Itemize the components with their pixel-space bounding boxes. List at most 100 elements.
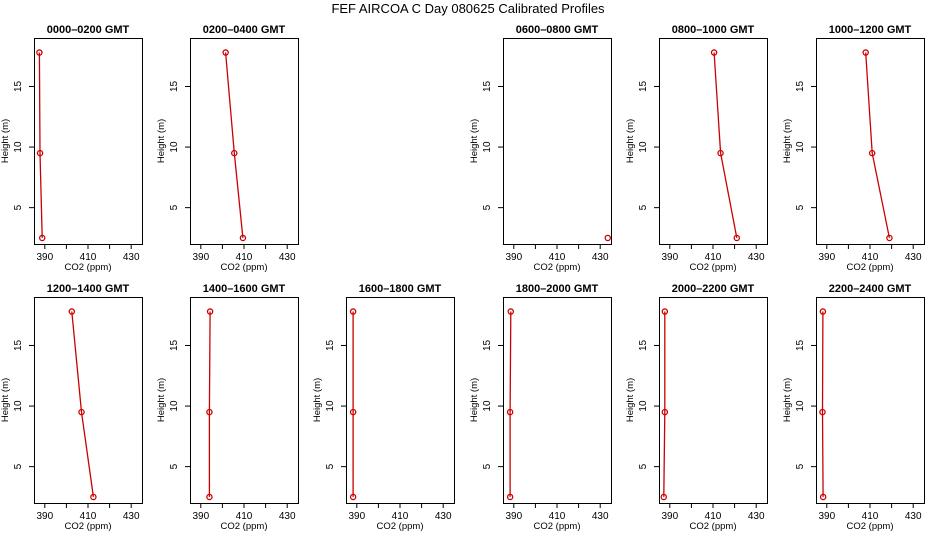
x-tick-label: 410 <box>236 252 253 263</box>
data-point <box>349 493 357 501</box>
y-tick-label: 5 <box>638 204 649 210</box>
plot-frame <box>659 38 768 245</box>
data-point <box>90 493 97 501</box>
y-tick-label: 10 <box>325 400 336 412</box>
profile-line <box>71 311 95 497</box>
x-tick-label: 430 <box>592 511 609 522</box>
x-tick-label: 430 <box>905 511 922 522</box>
x-tick-label: 390 <box>818 511 835 522</box>
x-tick-label: 390 <box>505 511 522 522</box>
data-point <box>661 308 669 315</box>
plot-frame <box>503 38 612 245</box>
profile-line <box>713 52 738 239</box>
x-tick-label: 410 <box>705 252 722 263</box>
plot-frame <box>503 297 612 504</box>
x-tick-label: 390 <box>661 252 678 263</box>
x-tick-label: 390 <box>505 252 522 263</box>
y-tick-label: 5 <box>638 463 649 469</box>
y-axis-label: Height (m) <box>625 119 636 163</box>
y-axis-label: Height (m) <box>782 378 793 422</box>
y-tick-label: 10 <box>795 141 806 153</box>
y-axis-label: Height (m) <box>625 378 636 422</box>
x-tick-label: 390 <box>348 511 365 522</box>
data-point <box>206 308 214 315</box>
x-tick-label: 410 <box>705 511 722 522</box>
y-tick-label: 10 <box>482 141 493 153</box>
x-tick-label: 410 <box>236 511 253 522</box>
y-tick-label: 10 <box>482 400 493 412</box>
x-tick-label: 390 <box>192 511 209 522</box>
plot-frame <box>34 38 143 245</box>
y-tick-label: 15 <box>638 80 649 92</box>
x-tick-label: 390 <box>36 511 53 522</box>
data-point <box>206 408 213 416</box>
x-axis-label: CO2 (ppm) <box>65 521 112 532</box>
x-tick-label: 410 <box>862 252 879 263</box>
data-point <box>239 234 247 242</box>
y-tick-label: 15 <box>13 339 24 351</box>
x-tick-label: 410 <box>392 511 409 522</box>
profile-line <box>208 311 211 497</box>
y-axis-label: Height (m) <box>0 119 11 163</box>
profile-panel: 1400–1600 GMT 390 410 430 CO2 (ppm) 5 10 15 Heig… <box>156 283 299 532</box>
x-tick-label: 410 <box>549 252 566 263</box>
y-tick-label: 15 <box>169 339 180 351</box>
data-point <box>78 408 85 416</box>
profile-panel: 0600–0800 GMT 390 410 430 CO2 (ppm) 5 10 15 Heig… <box>469 24 612 273</box>
x-axis-label: CO2 (ppm) <box>534 262 581 273</box>
figure-title: FEF AIRCOA C Day 080625 Calibrated Profi… <box>331 1 605 16</box>
x-tick-label: 390 <box>818 252 835 263</box>
data-point <box>660 493 668 501</box>
y-tick-label: 10 <box>169 400 180 412</box>
profile-panel: 2200–2400 GMT 390 410 430 CO2 (ppm) 5 10 15 Heig… <box>782 283 925 532</box>
data-point <box>661 408 669 416</box>
panel-title: 0600–0800 GMT <box>516 24 599 36</box>
data-point <box>819 408 826 416</box>
data-point <box>506 408 514 416</box>
x-tick-label: 410 <box>862 511 879 522</box>
data-point <box>231 149 238 157</box>
profile-panel: 1800–2000 GMT 390 410 430 CO2 (ppm) 5 10 15 Heig… <box>469 283 612 532</box>
data-point <box>36 149 44 157</box>
y-tick-label: 15 <box>482 339 493 351</box>
panel-title: 2200–2400 GMT <box>829 283 912 295</box>
data-point <box>733 234 741 242</box>
panel-grid: 0000–0200 GMT 390 410 430 CO2 (ppm) 5 10 15 Heig… <box>0 24 925 532</box>
x-tick-label: 430 <box>279 511 296 522</box>
x-tick-label: 410 <box>80 511 97 522</box>
x-axis-label: CO2 (ppm) <box>377 521 424 532</box>
profile-line <box>865 52 891 239</box>
profile-panel: 1200–1400 GMT 390 410 430 CO2 (ppm) 5 10 15 Heig… <box>0 283 143 532</box>
data-point <box>717 149 724 157</box>
plot-frame <box>816 38 925 245</box>
x-axis-label: CO2 (ppm) <box>534 521 581 532</box>
y-tick-label: 5 <box>482 204 493 210</box>
profile-line <box>224 52 244 238</box>
plot-frame <box>190 38 299 245</box>
profile-panel: 0800–1000 GMT 390 410 430 CO2 (ppm) 5 10 15 Heig… <box>625 24 768 273</box>
x-axis-label: CO2 (ppm) <box>847 521 894 532</box>
panel-title: 1600–1800 GMT <box>359 283 442 295</box>
data-point <box>710 49 718 56</box>
x-tick-label: 410 <box>549 511 566 522</box>
data-point <box>38 234 46 242</box>
profile-panel: 2000–2200 GMT 390 410 430 CO2 (ppm) 5 10 15 Heig… <box>625 283 768 532</box>
profile-line <box>821 311 824 497</box>
x-tick-label: 390 <box>661 511 678 522</box>
y-tick-label: 15 <box>13 80 24 92</box>
profile-line <box>663 311 666 497</box>
y-tick-label: 5 <box>482 463 493 469</box>
data-point <box>819 493 827 501</box>
y-tick-label: 10 <box>795 400 806 412</box>
plot-frame <box>816 297 925 504</box>
y-tick-label: 5 <box>325 463 336 469</box>
x-tick-label: 430 <box>435 511 452 522</box>
x-axis-label: CO2 (ppm) <box>690 521 737 532</box>
data-point <box>349 408 357 416</box>
x-axis-label: CO2 (ppm) <box>221 521 268 532</box>
data-point <box>206 493 213 501</box>
y-tick-label: 10 <box>638 141 649 153</box>
data-point <box>68 308 76 315</box>
data-point <box>886 234 893 242</box>
